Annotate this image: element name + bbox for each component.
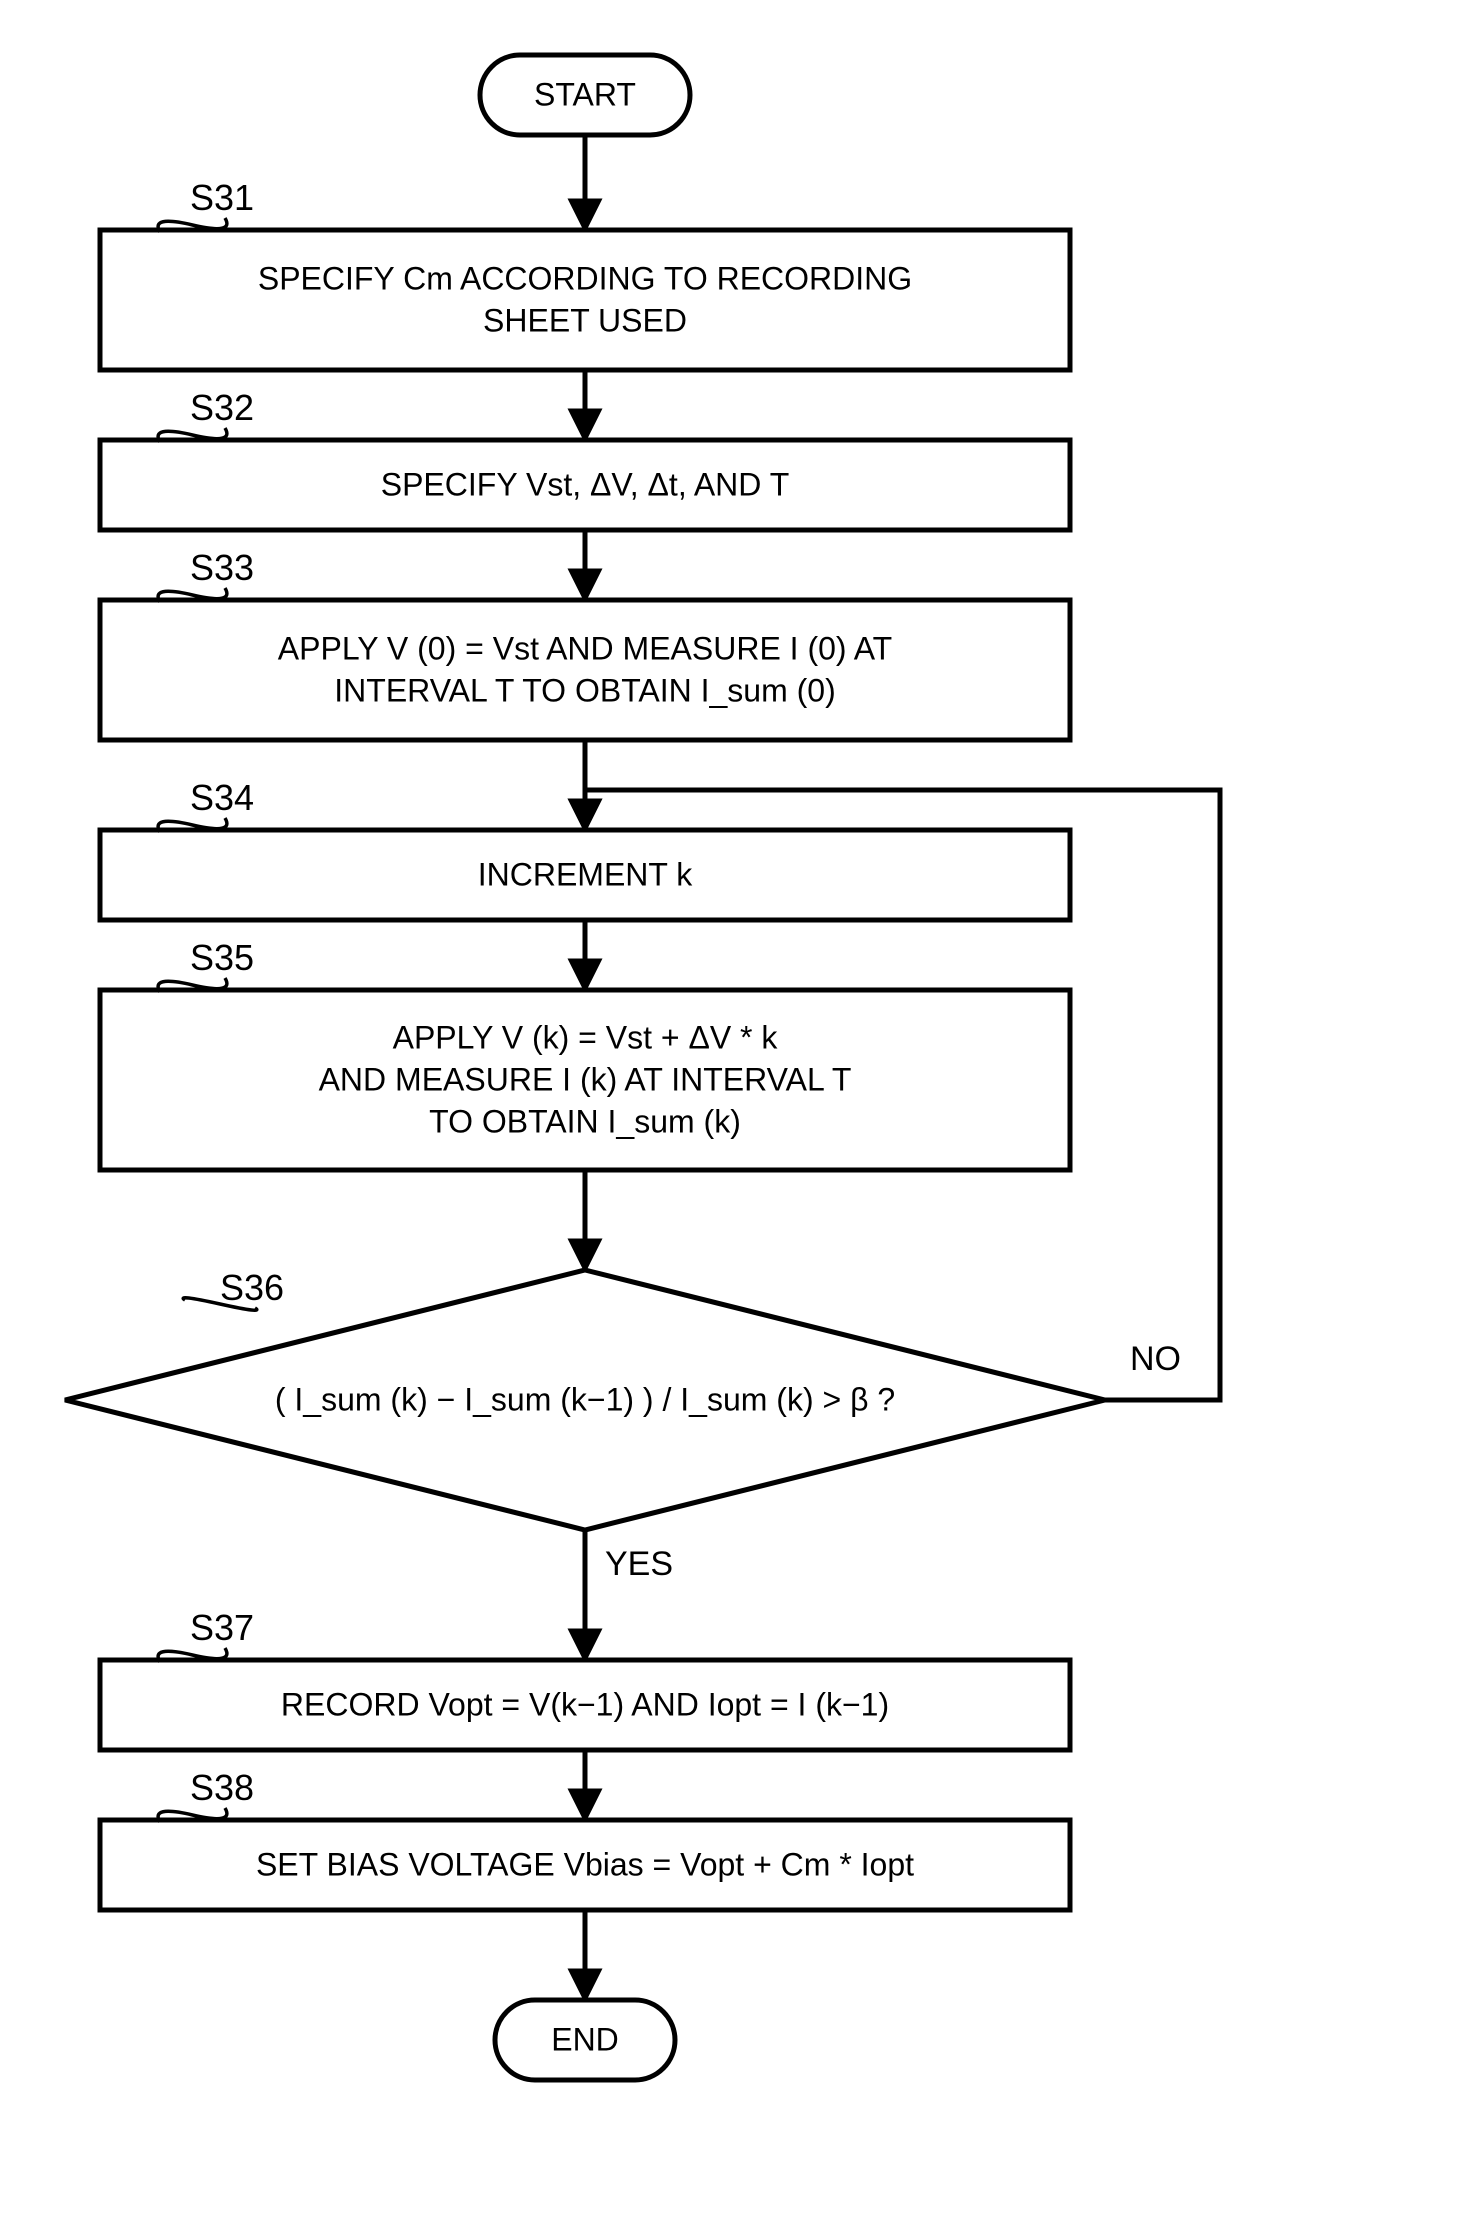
s31-tag: S31 — [190, 177, 254, 218]
s32-line-0: SPECIFY Vst, ΔV, Δt, AND T — [381, 466, 790, 502]
s37-line-0: RECORD Vopt = V(k−1) AND Iopt = I (k−1) — [281, 1686, 889, 1722]
s38-tag: S38 — [190, 1767, 254, 1808]
s33-tag: S33 — [190, 547, 254, 588]
s35-tag: S35 — [190, 937, 254, 978]
end-label: END — [551, 2021, 619, 2057]
s35-line-2: TO OBTAIN I_sum (k) — [429, 1103, 741, 1139]
s36-line-0: ( I_sum (k) − I_sum (k−1) ) / I_sum (k) … — [275, 1381, 895, 1417]
s31-node — [100, 230, 1070, 370]
branch-label-yes: YES — [605, 1545, 673, 1583]
branch-label-no: NO — [1130, 1340, 1181, 1378]
s37-tag: S37 — [190, 1607, 254, 1648]
s32-tag: S32 — [190, 387, 254, 428]
flowchart-canvas: START SPECIFY Cm ACCORDING TO RECORDING SH… — [0, 0, 1465, 2214]
s33-line-0: APPLY V (0) = Vst AND MEASURE I (0) AT — [278, 630, 892, 666]
s34-line-0: INCREMENT k — [478, 856, 694, 892]
s36-tag: S36 — [220, 1267, 284, 1308]
s35-line-1: AND MEASURE I (k) AT INTERVAL T — [319, 1061, 852, 1097]
s33-line-1: INTERVAL T TO OBTAIN I_sum (0) — [334, 672, 835, 708]
s31-line-0: SPECIFY Cm ACCORDING TO RECORDING — [258, 260, 912, 296]
s31-line-1: SHEET USED — [483, 302, 687, 338]
s35-line-0: APPLY V (k) = Vst + ΔV * k — [393, 1019, 779, 1055]
s34-tag: S34 — [190, 777, 254, 818]
start-label: START — [534, 76, 636, 112]
s33-node — [100, 600, 1070, 740]
s38-line-0: SET BIAS VOLTAGE Vbias = Vopt + Cm * Iop… — [256, 1846, 914, 1882]
